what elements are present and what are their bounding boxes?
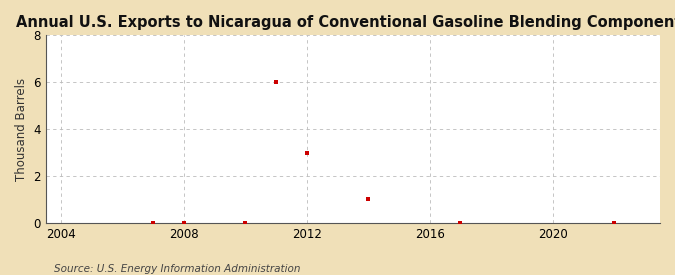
Text: Source: U.S. Energy Information Administration: Source: U.S. Energy Information Administ… xyxy=(54,264,300,274)
Point xyxy=(302,150,313,155)
Point xyxy=(271,80,281,84)
Point xyxy=(455,221,466,225)
Point xyxy=(179,221,190,225)
Title: Annual U.S. Exports to Nicaragua of Conventional Gasoline Blending Components: Annual U.S. Exports to Nicaragua of Conv… xyxy=(16,15,675,30)
Point xyxy=(363,197,374,202)
Point xyxy=(148,221,159,225)
Point xyxy=(609,221,620,225)
Point xyxy=(240,221,251,225)
Y-axis label: Thousand Barrels: Thousand Barrels xyxy=(15,78,28,181)
